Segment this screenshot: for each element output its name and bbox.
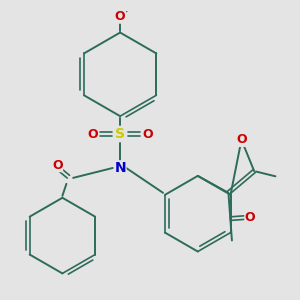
Text: O: O (52, 159, 62, 172)
Text: O: O (87, 128, 98, 141)
Text: S: S (115, 127, 125, 141)
Text: N: N (114, 161, 126, 175)
Text: O: O (236, 134, 247, 146)
Text: O: O (115, 10, 125, 23)
Text: O: O (245, 211, 256, 224)
Text: O: O (143, 128, 153, 141)
